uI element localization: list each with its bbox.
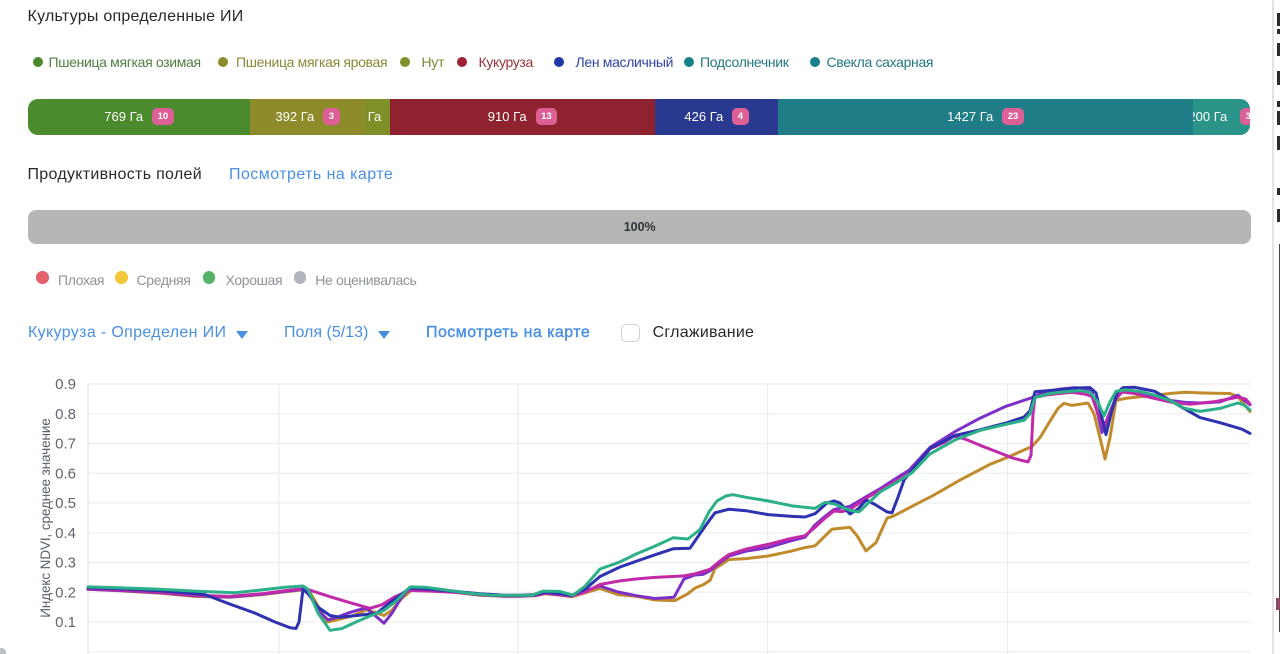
svg-text:0.5: 0.5 (55, 495, 76, 512)
svg-text:0.7: 0.7 (55, 436, 76, 453)
svg-text:0.4: 0.4 (55, 525, 76, 542)
svg-text:0.6: 0.6 (55, 465, 76, 482)
svg-text:0.2: 0.2 (55, 585, 76, 602)
svg-text:0.3: 0.3 (55, 555, 76, 572)
svg-text:Индекс NDVI, среднее значение: Индекс NDVI, среднее значение (38, 418, 53, 617)
svg-text:0.8: 0.8 (55, 406, 76, 423)
svg-text:0.1: 0.1 (55, 614, 76, 631)
svg-text:0.9: 0.9 (55, 376, 76, 393)
